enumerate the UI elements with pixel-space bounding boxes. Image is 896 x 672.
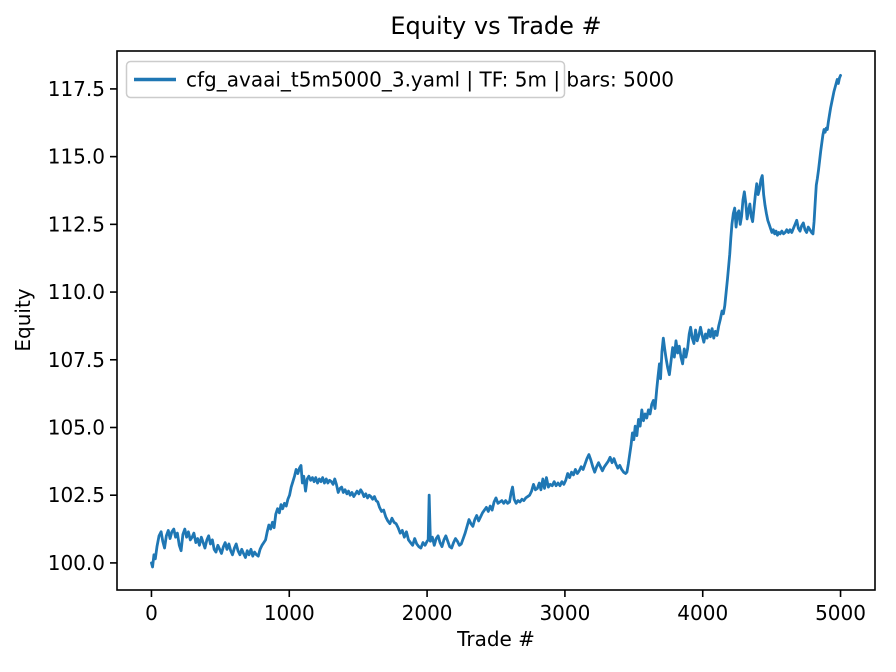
chart-title: Equity vs Trade # xyxy=(390,12,601,40)
x-tick-label: 1000 xyxy=(264,601,315,625)
x-tick-label: 0 xyxy=(145,601,158,625)
y-tick-label: 115.0 xyxy=(48,145,105,169)
x-tick-label: 5000 xyxy=(815,601,866,625)
y-tick-label: 105.0 xyxy=(48,415,105,439)
equity-line-series xyxy=(150,73,842,569)
y-tick-label: 107.5 xyxy=(48,348,105,372)
legend-box xyxy=(125,60,566,99)
y-tick-label: 112.5 xyxy=(48,212,105,236)
axis-ticks: 0 1000 2000 3000 4000 5000 100.0 102.5 105.0 107.… xyxy=(48,77,866,625)
x-tick-label: 2000 xyxy=(402,601,453,625)
y-tick-label: 102.5 xyxy=(48,483,105,507)
y-tick-label: 100.0 xyxy=(48,551,105,575)
x-axis-label: Trade # xyxy=(456,627,535,651)
axes-frame xyxy=(116,50,876,591)
x-tick-label: 3000 xyxy=(539,601,590,625)
legend: cfg_avaai_t5m5000_3.yaml | TF: 5m | bars… xyxy=(125,60,674,99)
y-tick-label: 117.5 xyxy=(48,77,105,101)
plot-area xyxy=(117,51,875,590)
x-tick-label: 4000 xyxy=(677,601,728,625)
legend-entry-label: cfg_avaai_t5m5000_3.yaml | TF: 5m | bars… xyxy=(186,68,674,92)
y-axis-label: Equity xyxy=(11,288,35,351)
y-tick-label: 110.0 xyxy=(48,280,105,304)
